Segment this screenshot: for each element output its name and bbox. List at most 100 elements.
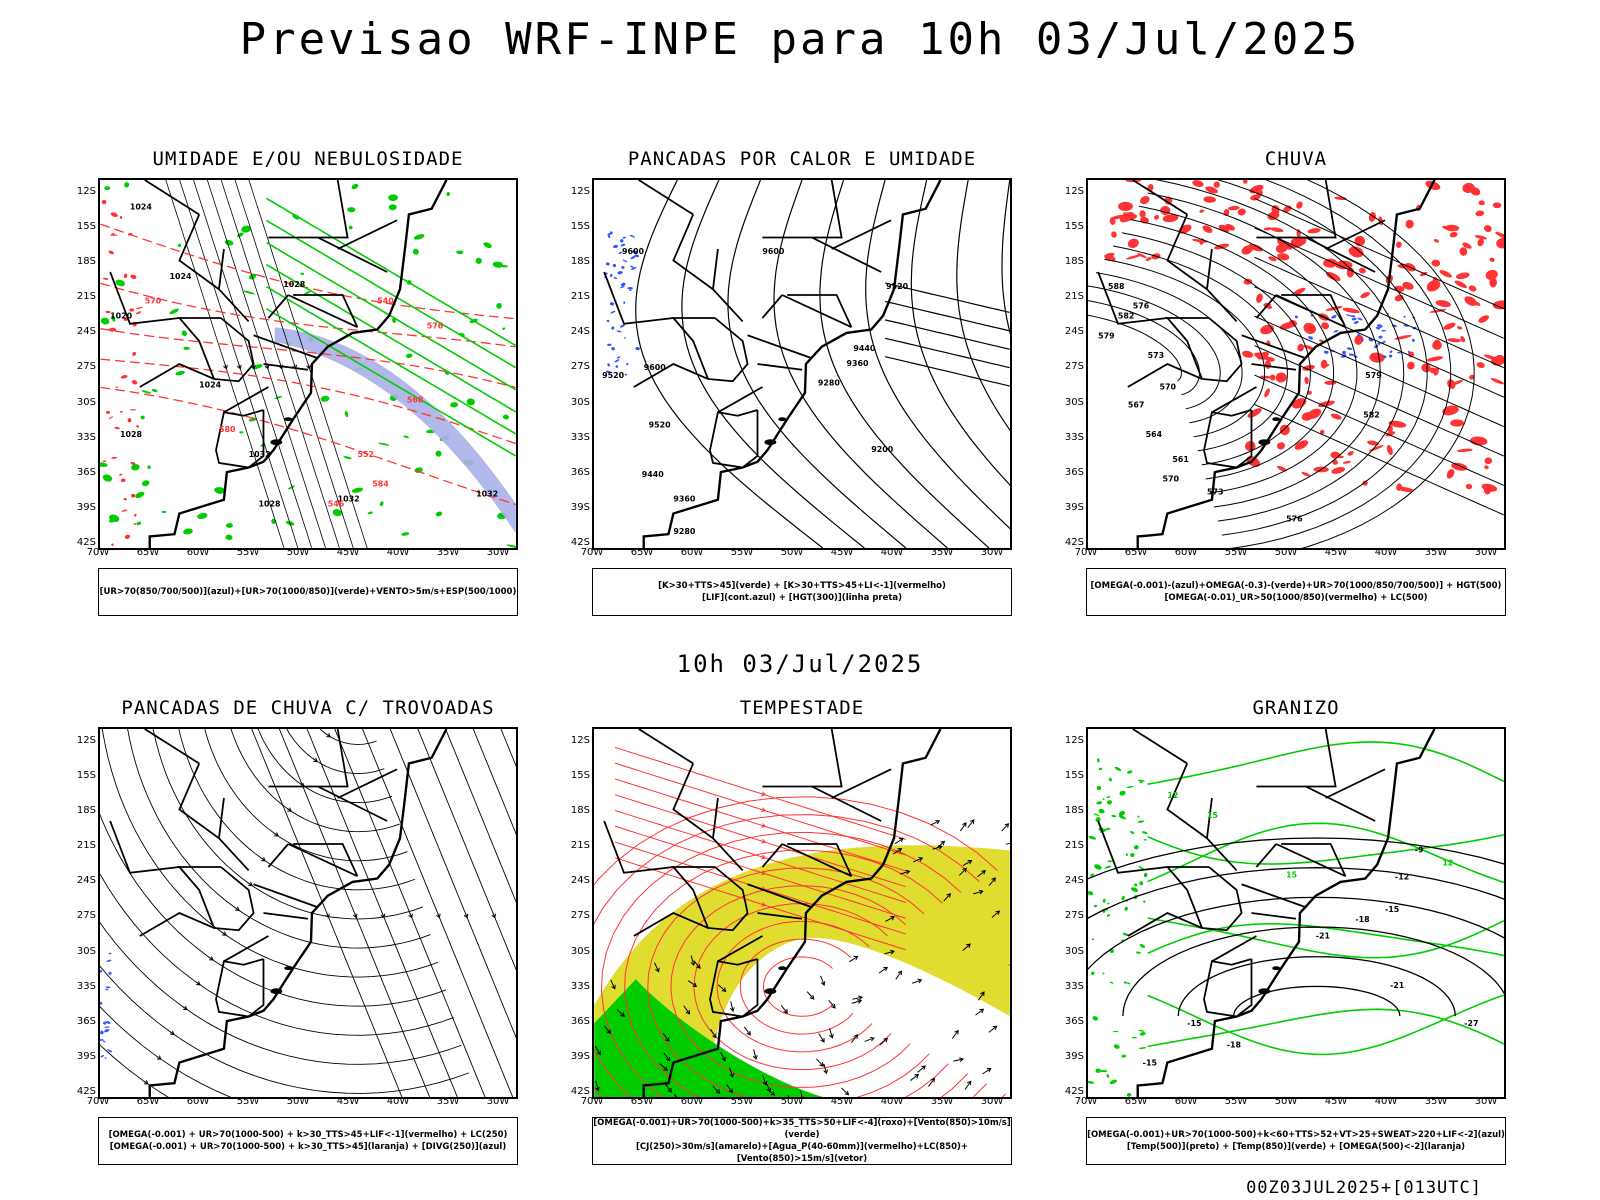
lon-tick-label: 65W xyxy=(136,547,160,558)
lon-tick-label: 50W xyxy=(286,547,310,558)
lat-tick-label: 36S xyxy=(76,1015,96,1027)
lon-tick-label: 60W xyxy=(1174,1096,1198,1107)
map-plot-umidade: 1024 1024 1020 1024 1028 1028 1032 1032 1032 1028… xyxy=(100,180,516,548)
lat-tick-label: 15S xyxy=(76,770,96,782)
legend-line: [CJ(250)>30m/s](amarelo)+[Agua_P(40-60mm… xyxy=(635,1142,969,1164)
lat-tick-label: 33S xyxy=(1064,431,1084,443)
lat-tick-label: 18S xyxy=(1064,256,1084,268)
contour-label: 573 xyxy=(1207,488,1224,497)
lon-tick-label: 30W xyxy=(1474,1096,1498,1107)
contour-label: -27 xyxy=(1464,1019,1478,1028)
lat-tick-label: 39S xyxy=(570,501,590,513)
contour-label: 9600 xyxy=(644,363,667,372)
lat-ticks-granizo: 12S 15S 18S 21S 24S 27S 30S 33S 36S 39S 42S xyxy=(1056,727,1084,1099)
lat-tick-label: 21S xyxy=(76,840,96,852)
lat-tick-label: 21S xyxy=(1064,291,1084,303)
contour-label: 9280 xyxy=(673,527,696,536)
map-umidade: 1024 1024 1020 1024 1028 1028 1032 1032 1032 1028… xyxy=(98,178,518,550)
contour-label: 546 xyxy=(328,499,345,508)
lon-tick-label: 60W xyxy=(186,1096,210,1107)
lon-tick-label: 65W xyxy=(630,1096,654,1107)
legend-chuva: [OMEGA(-0.001)-(azul)+OMEGA(-0.3)-(verde… xyxy=(1086,568,1506,616)
lon-tick-label: 65W xyxy=(1124,547,1148,558)
lat-tick-label: 18S xyxy=(1064,805,1084,817)
lon-tick-label: 35W xyxy=(930,1096,954,1107)
lat-tick-label: 21S xyxy=(76,291,96,303)
lon-tick-label: 30W xyxy=(980,547,1004,558)
lon-tick-label: 45W xyxy=(336,547,360,558)
lon-tick-label: 30W xyxy=(486,1096,510,1107)
contour-label: -21 xyxy=(1390,981,1404,990)
legend-line: [UR>70(850/700/500)](azul)+[UR>70(1000/8… xyxy=(99,587,517,597)
lat-tick-label: 42S xyxy=(76,536,96,548)
lon-tick-label: 55W xyxy=(730,1096,754,1107)
map-chuva: 588 582 579 576 573 570 567 564 561 570 573 576 579 5… xyxy=(1086,178,1506,550)
map-plot-trovoadas xyxy=(100,729,516,1097)
lon-tick-label: 35W xyxy=(436,547,460,558)
panel-title-chuva: CHUVA xyxy=(1264,148,1328,170)
contour-label: 582 xyxy=(1118,311,1135,320)
contour-label: 1024 xyxy=(199,381,222,390)
lon-ticks-pancadas-calor: 70W 65W 60W 55W 50W 45W 40W 35W 30W xyxy=(581,547,1012,561)
lat-tick-label: 33S xyxy=(76,980,96,992)
map-plot-granizo: -9 -12 -15 -18 -21 -21 -27 -15 -18 -15 12 12 15 15 xyxy=(1088,729,1504,1097)
lat-tick-label: 39S xyxy=(570,1050,590,1062)
lat-tick-label: 33S xyxy=(570,980,590,992)
lon-tick-label: 45W xyxy=(830,1096,854,1107)
lat-tick-label: 27S xyxy=(570,361,590,373)
lon-tick-label: 50W xyxy=(286,1096,310,1107)
lon-ticks-tempestade: 70W 65W 60W 55W 50W 45W 40W 35W 30W xyxy=(581,1096,1012,1110)
contour-label: 570 xyxy=(1162,475,1179,484)
contour-label: 12 xyxy=(1167,791,1178,800)
contour-label: 9360 xyxy=(847,359,870,368)
lon-tick-label: 65W xyxy=(136,1096,160,1107)
map-plot-pancadas-calor: 9600 9600 9520 9600 9520 9440 9360 9280 9440 9360… xyxy=(602,180,1010,548)
lon-tick-label: 40W xyxy=(880,1096,904,1107)
lon-tick-label: 50W xyxy=(1274,1096,1298,1107)
contour-label: 540 xyxy=(377,297,394,306)
lat-tick-label: 30S xyxy=(570,945,590,957)
contour-label: -15 xyxy=(1187,1019,1201,1028)
contour-label: -15 xyxy=(1143,1058,1157,1067)
lon-ticks-chuva: 70W 65W 60W 55W 50W 45W 40W 35W 30W xyxy=(1075,547,1506,561)
lon-ticks-granizo: 70W 65W 60W 55W 50W 45W 40W 35W 30W xyxy=(1075,1096,1506,1110)
lat-tick-label: 42S xyxy=(570,1085,590,1097)
contour-label: 580 xyxy=(219,425,236,434)
lon-tick-label: 65W xyxy=(1124,1096,1148,1107)
contour-label: 9600 xyxy=(622,247,645,256)
run-footer: 00Z03JUL2025+[013UTC] xyxy=(1246,1178,1482,1198)
contour-label: -21 xyxy=(1316,932,1330,941)
contour-label: 9520 xyxy=(649,420,672,429)
lon-tick-label: 55W xyxy=(1224,547,1248,558)
lat-tick-label: 33S xyxy=(76,431,96,443)
contour-label: 1024 xyxy=(170,272,193,281)
lon-tick-label: 70W xyxy=(580,1096,604,1107)
lon-tick-label: 45W xyxy=(336,1096,360,1107)
lat-ticks-umidade: 12S 15S 18S 21S 24S 27S 30S 33S 36S 39S 42S xyxy=(68,178,96,550)
contour-label: 1028 xyxy=(120,430,143,439)
legend-line: [OMEGA(-0.001) + UR>70(1000-500) + k>30_… xyxy=(108,1130,508,1140)
lat-ticks-chuva: 12S 15S 18S 21S 24S 27S 30S 33S 36S 39S 42S xyxy=(1056,178,1084,550)
legend-pancadas-calor: [K>30+TTS>45](verde) + [K>30+TTS>45+LI<-… xyxy=(592,568,1012,616)
contour-label: 573 xyxy=(1148,351,1165,360)
lat-tick-label: 27S xyxy=(1064,361,1084,373)
lat-tick-label: 36S xyxy=(570,1015,590,1027)
contour-label: -15 xyxy=(1385,905,1399,914)
lat-tick-label: 12S xyxy=(76,735,96,746)
lon-tick-label: 35W xyxy=(1424,547,1448,558)
lat-ticks-pancadas-calor: 12S 15S 18S 21S 24S 27S 30S 33S 36S 39S 42S xyxy=(562,178,590,550)
lon-tick-label: 30W xyxy=(1474,547,1498,558)
lat-ticks-trovoadas: 12S 15S 18S 21S 24S 27S 30S 33S 36S 39S 42S xyxy=(68,727,96,1099)
contour-label: 564 xyxy=(1146,430,1163,439)
contour-label: 1028 xyxy=(283,280,306,289)
lon-tick-label: 40W xyxy=(880,547,904,558)
lon-tick-label: 40W xyxy=(386,547,410,558)
lon-tick-label: 55W xyxy=(730,547,754,558)
lat-tick-label: 24S xyxy=(76,326,96,338)
contour-label: 15 xyxy=(1207,811,1218,820)
lon-ticks-trovoadas: 70W 65W 60W 55W 50W 45W 40W 35W 30W xyxy=(87,1096,518,1110)
legend-tempestade: [OMEGA(-0.001)+UR>70(1000-500)+k>35_TTS>… xyxy=(592,1117,1012,1165)
contour-label: 588 xyxy=(1108,282,1125,291)
lat-tick-label: 21S xyxy=(1064,840,1084,852)
panel-title-trovoadas: PANCADAS DE CHUVA C/ TROVOADAS xyxy=(121,697,495,719)
